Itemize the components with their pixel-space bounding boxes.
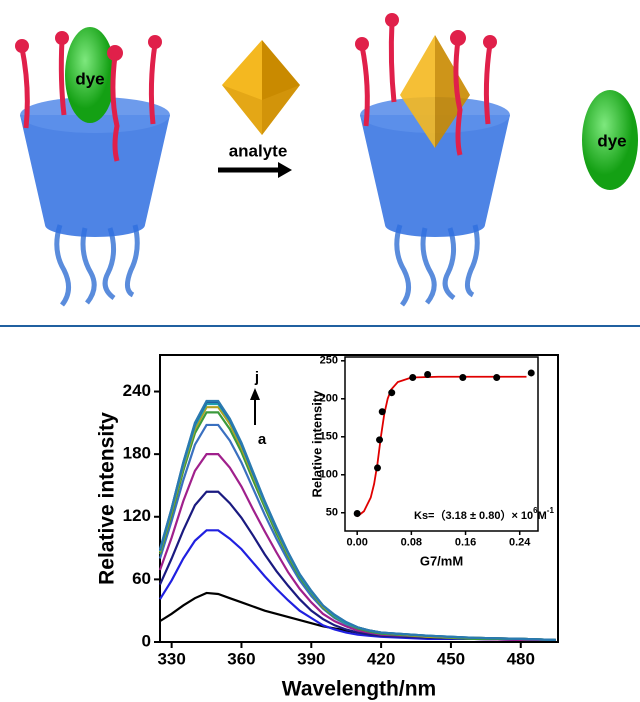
data-point bbox=[493, 374, 500, 381]
y-axis-label: Relative intensity bbox=[96, 412, 119, 585]
fit-annotation-part: -1 bbox=[547, 506, 555, 515]
plot-frame bbox=[345, 357, 538, 531]
y-tick-label: 50 bbox=[326, 507, 338, 519]
data-point bbox=[354, 510, 361, 517]
data-point bbox=[459, 374, 466, 381]
x-tick-label: 0.00 bbox=[346, 537, 367, 549]
data-point bbox=[379, 408, 386, 415]
annotation: j bbox=[254, 369, 259, 386]
y-tick-label: 120 bbox=[123, 506, 151, 525]
fit-annotation-part: Ks=（3.18 ± 0.80）× 10 bbox=[414, 509, 533, 522]
y-axis-label: Relative intensity bbox=[309, 390, 324, 498]
x-tick-label: 0.08 bbox=[401, 537, 422, 549]
data-point bbox=[374, 464, 381, 471]
x-tick-label: 450 bbox=[437, 649, 465, 668]
data-point bbox=[388, 389, 395, 396]
x-tick-label: 480 bbox=[507, 649, 535, 668]
y-tick-label: 180 bbox=[123, 444, 151, 463]
host-complex bbox=[355, 13, 510, 305]
x-tick-label: 420 bbox=[367, 649, 395, 668]
data-point bbox=[376, 436, 383, 443]
y-tick-label: 240 bbox=[123, 381, 151, 400]
y-tick-label: 0 bbox=[142, 631, 151, 650]
y-tick-label: 250 bbox=[320, 355, 338, 367]
data-point bbox=[409, 374, 416, 381]
y-tick-label: 60 bbox=[132, 569, 151, 588]
analyte-shape bbox=[222, 40, 300, 135]
x-tick-label: 330 bbox=[157, 649, 185, 668]
data-point bbox=[528, 369, 535, 376]
annotation: a bbox=[258, 431, 267, 448]
x-tick-label: 0.24 bbox=[509, 537, 531, 549]
x-tick-label: 0.16 bbox=[455, 537, 476, 549]
diagram-label: dye bbox=[597, 131, 626, 150]
x-tick-label: 390 bbox=[297, 649, 325, 668]
arrow bbox=[218, 162, 292, 178]
fit-annotation-part: M bbox=[538, 510, 547, 522]
figure: dye analyte dye 330 360 390 420 450 480 0 60 120… bbox=[0, 0, 640, 702]
x-axis-label: Wavelength/nm bbox=[282, 678, 436, 701]
x-axis-label: G7/mM bbox=[420, 553, 463, 568]
x-tick-label: 360 bbox=[227, 649, 255, 668]
diagram-label: analyte bbox=[229, 141, 288, 160]
data-point bbox=[424, 371, 431, 378]
diagram-label: dye bbox=[75, 69, 104, 88]
